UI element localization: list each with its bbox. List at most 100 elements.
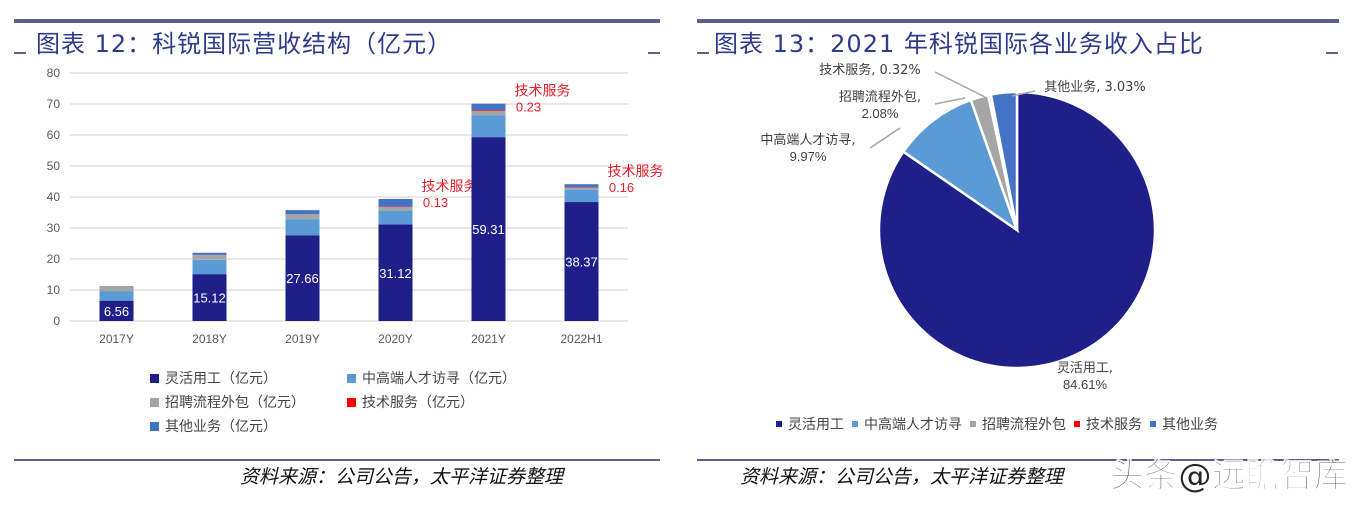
pie-label: 技术服务, 0.32% — [819, 62, 921, 78]
legend-label: 招聘流程外包（亿元） — [165, 395, 305, 411]
pie-percent: 9.97% — [790, 149, 827, 164]
right-title-underline-end — [1326, 52, 1338, 54]
leader-line — [1011, 90, 1036, 97]
bar-segment-tech — [471, 110, 506, 111]
bar-data-label: 38.37 — [565, 255, 598, 270]
annotation-label: 技术服务 — [515, 84, 571, 100]
pie-slice-high — [901, 98, 1020, 234]
legend-label: 技术服务 — [1086, 417, 1142, 433]
annotation-value: 0.13 — [423, 195, 448, 210]
left-top-rule — [14, 19, 660, 23]
y-tick-label: 10 — [47, 283, 61, 297]
legend-swatch — [1150, 421, 1156, 427]
pie-label: 其他业务, 3.03% — [1044, 79, 1146, 95]
pie-slice-other — [989, 90, 1019, 231]
legend-label: 灵活用工（亿元） — [165, 371, 277, 387]
annotation-label: 技术服务 — [422, 179, 478, 195]
x-tick-label: 2022H1 — [560, 332, 602, 346]
legend-label: 中高端人才访寻（亿元） — [362, 371, 516, 387]
bar-data-label: 15.12 — [193, 291, 226, 306]
legend-high: 中高端人才访寻（亿元） — [347, 368, 516, 388]
bar-segment-rpo — [285, 214, 320, 220]
legend-flex: 灵活用工（亿元） — [150, 368, 277, 388]
bar-segment-rpo — [99, 286, 134, 292]
right-top-rule — [697, 19, 1339, 23]
x-tick-label: 2021Y — [471, 332, 506, 346]
left-title-underline — [14, 52, 26, 54]
y-tick-label: 70 — [47, 97, 61, 111]
x-tick-label: 2017Y — [99, 332, 134, 346]
bar-segment-high — [192, 259, 227, 275]
y-tick-label: 50 — [47, 159, 61, 173]
legend-swatch — [347, 397, 356, 407]
legend-label: 其他业务（亿元） — [165, 419, 277, 435]
annotation-value: 0.23 — [516, 100, 541, 115]
legend-label: 招聘流程外包 — [982, 417, 1066, 433]
pie-label: 中高端人才访寻, — [760, 132, 855, 148]
y-tick-label: 60 — [47, 128, 61, 142]
bar-segment-high — [564, 189, 599, 203]
bar-segment-flex — [378, 224, 413, 321]
x-tick-label: 2018Y — [192, 332, 227, 346]
legend-swatch — [150, 421, 159, 431]
legend-rpo: 招聘流程外包（亿元） — [150, 392, 305, 412]
bar-segment-flex — [99, 300, 134, 321]
legend-swatch — [1074, 421, 1080, 427]
bar-segment-flex — [471, 137, 506, 321]
pie-percent: 2.08% — [862, 106, 899, 121]
y-tick-label: 80 — [47, 66, 61, 80]
y-tick-label: 30 — [47, 221, 61, 235]
bar-segment-other — [285, 210, 320, 215]
legend-label: 灵活用工 — [788, 417, 844, 433]
bar-segment-flex — [192, 274, 227, 321]
left-chart-title: 图表 12：科锐国际营收结构（亿元） — [36, 30, 453, 58]
bar-segment-high — [378, 210, 413, 225]
bar-segment-rpo — [378, 206, 413, 211]
legend-other: 其他业务（亿元） — [150, 416, 277, 436]
right-bottom-rule — [697, 459, 1339, 461]
legend-label: 技术服务（亿元） — [362, 395, 474, 411]
bar-segment-rpo — [564, 187, 599, 190]
pie-percent: 84.61% — [1063, 377, 1108, 392]
bar-segment-flex — [285, 235, 320, 321]
leader-line — [934, 71, 986, 98]
left-title-underline-end — [648, 52, 660, 54]
bar-segment-other — [564, 184, 599, 188]
annotation-label: 技术服务 — [608, 164, 664, 180]
bar-segment-rpo — [471, 110, 506, 116]
bar-data-label: 31.12 — [379, 266, 412, 281]
y-tick-label: 20 — [47, 252, 61, 266]
bar-segment-high — [471, 115, 506, 138]
bar-segment-flex — [564, 202, 599, 321]
leader-line — [934, 97, 966, 105]
right-title-underline — [697, 52, 709, 54]
legend-label: 中高端人才访寻 — [864, 417, 962, 433]
right-source-note: 资料来源：公司公告，太平洋证券整理 — [740, 466, 1064, 488]
legend-swatch — [970, 421, 976, 427]
legend-swatch — [776, 421, 782, 427]
legend-label: 其他业务 — [1162, 417, 1218, 433]
pie-label: 招聘流程外包, — [839, 90, 921, 105]
pie-legend: 灵活用工 中高端人才访寻 招聘流程外包 技术服务 其他业务 — [776, 414, 1218, 434]
pie-label: 灵活用工, — [1057, 361, 1113, 376]
bar-segment-other — [378, 199, 413, 207]
y-tick-label: 0 — [53, 314, 60, 328]
bar-segment-other — [192, 252, 227, 255]
legend-swatch — [150, 397, 159, 407]
right-chart-title: 图表 13：2021 年科锐国际各业务收入占比 — [714, 30, 1204, 58]
bar-data-label: 59.31 — [472, 222, 505, 237]
x-tick-label: 2020Y — [378, 332, 413, 346]
bar-segment-rpo — [192, 254, 227, 260]
annotation-value: 0.16 — [609, 180, 634, 195]
left-bottom-rule — [14, 459, 660, 461]
bar-segment-high — [285, 219, 320, 236]
bar-data-label: 6.56 — [104, 304, 129, 319]
bar-segment-other — [471, 103, 506, 111]
legend-swatch — [150, 373, 159, 383]
legend-swatch — [347, 373, 356, 383]
x-tick-label: 2019Y — [285, 332, 320, 346]
y-tick-label: 40 — [47, 190, 61, 204]
bar-segment-high — [99, 291, 134, 301]
watermark: 头条@远瞻智库 — [1110, 456, 1349, 497]
legend-swatch — [852, 421, 858, 427]
